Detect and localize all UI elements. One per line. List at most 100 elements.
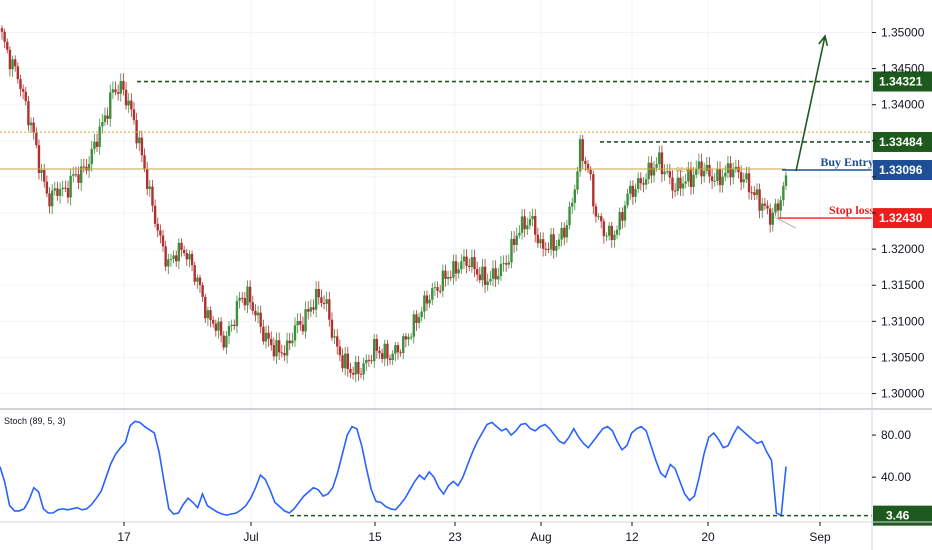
candle-body: [151, 186, 154, 206]
candle-body: [219, 321, 223, 336]
candle-body: [668, 171, 672, 178]
candle-body: [45, 181, 49, 194]
candle-body: [737, 166, 740, 173]
candle-body: [758, 189, 761, 211]
candle-body: [0, 28, 4, 32]
candle-body: [177, 242, 181, 262]
candle-body: [248, 286, 252, 303]
y-tick-label: 1.35000: [881, 25, 925, 39]
candle-body: [504, 263, 508, 265]
candle-body: [600, 216, 603, 222]
candle-body: [172, 255, 175, 259]
candle-body: [623, 205, 627, 221]
candle-body: [214, 323, 218, 331]
candle-body: [241, 297, 244, 299]
candle-body: [702, 170, 706, 177]
candle-body: [193, 265, 196, 282]
candle-body: [745, 173, 748, 180]
x-tick-label: Aug: [530, 530, 551, 544]
candle-body: [557, 239, 561, 247]
candle-body: [710, 176, 714, 182]
y-tick-label: 1.30500: [881, 350, 925, 364]
candle-body: [483, 266, 487, 285]
candle-body: [95, 141, 99, 147]
candle-body: [684, 181, 687, 184]
candle-body: [621, 212, 624, 221]
candle-body: [396, 345, 400, 353]
candle-body: [607, 225, 611, 236]
candle-body: [333, 336, 336, 338]
candle-body: [520, 216, 524, 233]
candle-body: [132, 109, 136, 121]
candle-body: [277, 340, 281, 353]
candle-body: [159, 230, 162, 236]
candle-body: [433, 287, 437, 289]
candle-body: [103, 115, 107, 123]
price-badge: [873, 159, 932, 180]
candle-body: [771, 212, 775, 225]
y-tick-label: 1.32000: [881, 242, 925, 256]
candle-body: [351, 372, 355, 375]
candle-body: [753, 192, 756, 195]
x-tick-label: 23: [448, 530, 462, 544]
candle-body: [470, 257, 474, 268]
candle-body: [618, 212, 621, 230]
candle-body: [681, 183, 685, 189]
candle-body: [573, 189, 577, 203]
candle-body: [502, 263, 505, 265]
candle-body: [27, 101, 30, 126]
candle-body: [465, 256, 468, 266]
candle-body: [531, 216, 534, 220]
candle-body: [766, 205, 769, 209]
candle-body: [454, 261, 458, 274]
candle-body: [164, 246, 167, 267]
candle-body: [507, 262, 511, 265]
candle-body: [354, 361, 357, 375]
candle-body: [378, 350, 381, 354]
candle-body: [460, 261, 463, 270]
candle-body: [576, 171, 579, 190]
candle-body: [365, 359, 368, 364]
candle-body: [375, 339, 379, 351]
projection-arrow: [795, 34, 829, 172]
candle-body: [565, 225, 569, 238]
candle-body: [423, 295, 426, 312]
candle-body: [555, 246, 558, 251]
candle-body: [122, 81, 125, 90]
candle-body: [338, 346, 342, 356]
candle-body: [72, 174, 75, 176]
candle-body: [386, 343, 389, 359]
candle-body: [343, 353, 347, 369]
candle-body: [6, 41, 9, 50]
candle-body: [251, 302, 254, 311]
candle-body: [190, 254, 194, 266]
stoch-y-tick-label: 40.00: [881, 470, 911, 484]
candle-body: [763, 203, 767, 206]
candle-body: [309, 307, 313, 312]
candle-body: [716, 168, 719, 181]
candle-body: [93, 141, 96, 149]
candle-body: [438, 290, 442, 292]
x-tick-label: Sep: [809, 530, 831, 544]
x-tick-label: Jul: [243, 530, 258, 544]
candle-body: [111, 89, 115, 93]
candle-body: [48, 193, 51, 207]
candle-body: [124, 89, 128, 106]
level-annotation: Buy Entry: [820, 155, 874, 169]
candle-body: [87, 164, 91, 171]
candle-body: [663, 171, 666, 175]
candle-body: [602, 221, 606, 236]
candle-body: [106, 115, 109, 119]
candle-body: [222, 335, 225, 348]
candle-body: [130, 100, 133, 110]
candle-body: [457, 269, 460, 274]
candle-body: [750, 192, 753, 194]
candle-body: [489, 278, 492, 282]
candle-body: [143, 155, 146, 169]
stoch-y-tick-label: 80.00: [881, 428, 911, 442]
candle-body: [491, 268, 495, 279]
candle-body: [225, 335, 228, 348]
candle-body: [626, 193, 629, 206]
candle-body: [264, 332, 268, 342]
